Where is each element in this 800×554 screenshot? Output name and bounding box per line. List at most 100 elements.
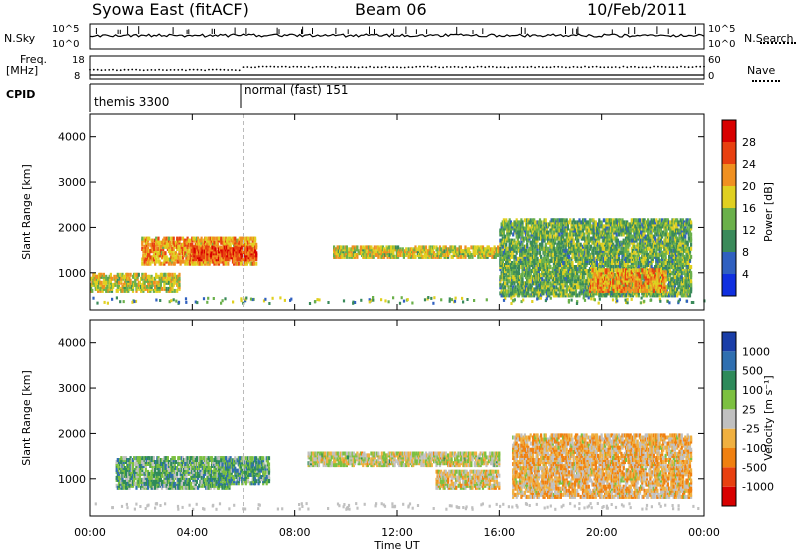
- echo-cell: [644, 234, 647, 239]
- echo-cell: [192, 261, 195, 266]
- echo-cell: [423, 253, 426, 257]
- echo-cell: [637, 254, 640, 259]
- echo-cell: [554, 289, 557, 294]
- echo-cell: [506, 269, 509, 274]
- echo-cell: [412, 253, 415, 257]
- echo-cell: [626, 230, 629, 235]
- echo-cell: [665, 220, 668, 225]
- echo-cell: [597, 291, 600, 296]
- echo-cell: [586, 261, 589, 265]
- echo-cell: [504, 234, 507, 239]
- echo-cell: [586, 287, 589, 292]
- echo-cell: [156, 242, 159, 247]
- echo-cell: [556, 256, 559, 261]
- echo-cell: [631, 254, 635, 259]
- echo-cell: [565, 228, 568, 233]
- echo-cell: [224, 245, 228, 250]
- echo-cell: [387, 253, 390, 257]
- echo-cell: [362, 245, 365, 250]
- echo-cell: [252, 236, 255, 241]
- echo-cell: [424, 245, 428, 250]
- echo-cell: [609, 265, 612, 269]
- echo-cell: [536, 293, 539, 298]
- echo-cell: [597, 222, 600, 227]
- echo-cell: [217, 247, 221, 252]
- echo-cell: [210, 259, 214, 264]
- echo-cell: [627, 261, 630, 265]
- echo-cell: [567, 240, 571, 245]
- echo-cell: [504, 285, 507, 290]
- echo-cell: [195, 236, 198, 241]
- echo-cell: [184, 238, 187, 243]
- echo-cell: [559, 275, 562, 280]
- echo-cell: [629, 228, 632, 233]
- echo-cell: [343, 253, 346, 257]
- echo-cell: [195, 255, 198, 260]
- echo-cell: [342, 245, 345, 250]
- echo-cell: [650, 261, 653, 265]
- freq-point: [599, 66, 602, 69]
- echo-cell: [550, 258, 553, 263]
- echo-cell: [538, 267, 542, 272]
- n-search-tick-bottom: 10^0: [708, 39, 736, 50]
- echo-cell: [537, 289, 540, 294]
- echo-cell: [248, 238, 251, 243]
- freq-point: [177, 69, 180, 71]
- echo-cell: [628, 222, 631, 227]
- echo-cell: [137, 272, 140, 277]
- echo-cell: [644, 250, 647, 255]
- echo-cell: [163, 282, 166, 287]
- echo-cell: [162, 253, 165, 258]
- freq-point: [691, 66, 694, 68]
- echo-cell: [643, 242, 646, 247]
- echo-cell: [551, 267, 554, 272]
- freq-point: [465, 65, 467, 68]
- echo-cell: [179, 255, 182, 260]
- echo-cell: [233, 259, 236, 264]
- echo-cell: [608, 246, 611, 251]
- echo-cell: [227, 253, 230, 258]
- echo-cell: [577, 267, 580, 272]
- echo-cell: [606, 226, 609, 231]
- freq-point: [541, 66, 544, 69]
- echo-cell: [631, 240, 635, 245]
- echo-cell: [144, 249, 147, 254]
- echo-cell: [583, 232, 586, 237]
- echo-cell: [558, 244, 561, 249]
- echo-cell: [186, 255, 189, 260]
- echo-cell: [526, 252, 529, 257]
- echo-cell: [499, 281, 502, 286]
- echo-cell: [612, 220, 615, 225]
- echo-cell: [636, 234, 639, 239]
- freq-point: [634, 65, 636, 68]
- echo-cell: [559, 246, 562, 251]
- echo-cell: [619, 261, 622, 265]
- echo-cell: [571, 226, 574, 231]
- echo-cell: [512, 275, 515, 280]
- echo-cell: [174, 240, 178, 245]
- echo-cell: [588, 267, 592, 272]
- echo-cell: [167, 242, 171, 247]
- echo-cell: [143, 255, 146, 260]
- echo-cell: [145, 253, 148, 258]
- echo-cell: [167, 272, 171, 277]
- echo-cell: [174, 251, 178, 256]
- freq-point: [162, 69, 164, 71]
- echo-cell: [234, 257, 237, 262]
- echo-cell: [245, 261, 248, 266]
- echo-cell: [171, 247, 174, 251]
- freq-point: [480, 65, 483, 68]
- echo-cell: [554, 261, 557, 265]
- freq-point: [330, 66, 333, 68]
- echo-cell: [581, 271, 585, 276]
- freq-point: [399, 66, 402, 69]
- echo-cell: [522, 226, 525, 231]
- echo-cell: [198, 245, 201, 250]
- echo-cell: [120, 288, 123, 293]
- freq-point: [139, 69, 141, 71]
- echo-cell: [584, 271, 587, 276]
- echo-cell: [617, 242, 621, 247]
- echo-cell: [579, 281, 582, 286]
- echo-cell: [665, 258, 668, 263]
- echo-cell: [591, 230, 594, 235]
